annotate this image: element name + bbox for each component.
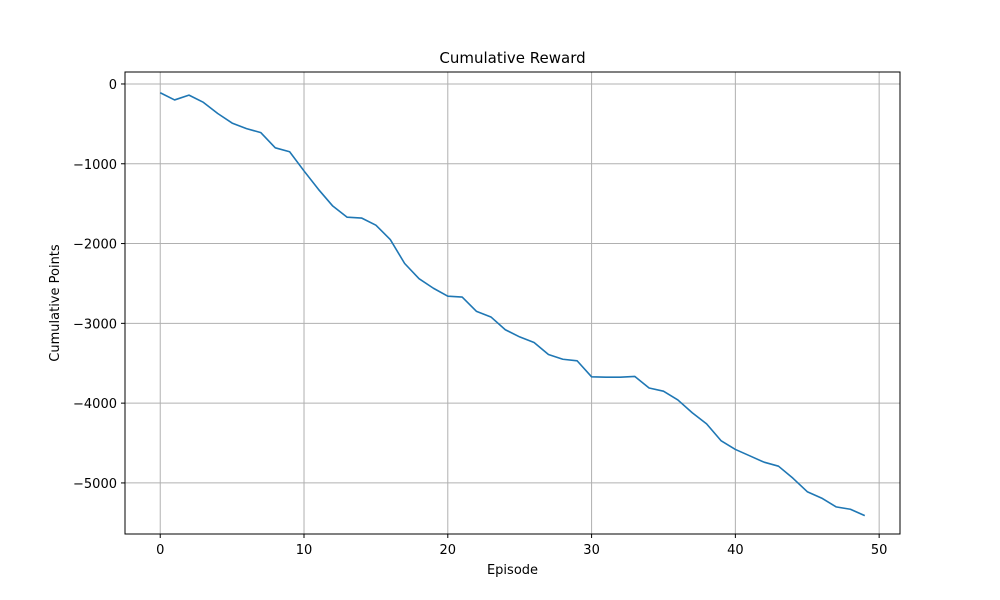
- grid-lines: [125, 72, 900, 534]
- y-tick-label: −3000: [73, 317, 117, 332]
- y-tick-label: −1000: [73, 158, 117, 173]
- y-tick-label: −4000: [73, 397, 117, 412]
- y-tick-label: 0: [109, 78, 117, 93]
- x-tick-label: 0: [156, 543, 164, 558]
- series-group: [159, 92, 866, 517]
- series-line: [159, 92, 866, 517]
- x-tick-label: 20: [440, 543, 457, 558]
- plot-frame: [124, 71, 901, 535]
- y-tick-label: −2000: [73, 238, 117, 253]
- tick-group: 0 10 20 30 40 50 0 −1000 −2000 −3000 −4000 −5000: [73, 78, 887, 558]
- x-axis-label: Episode: [487, 563, 538, 578]
- chart-title: Cumulative Reward: [439, 49, 585, 67]
- y-axis-label: Cumulative Points: [48, 244, 63, 362]
- x-tick-label: 30: [583, 543, 600, 558]
- x-tick-label: 10: [296, 543, 313, 558]
- y-tick-label: −5000: [73, 477, 117, 492]
- x-tick-label: 40: [727, 543, 744, 558]
- x-tick-label: 50: [871, 543, 888, 558]
